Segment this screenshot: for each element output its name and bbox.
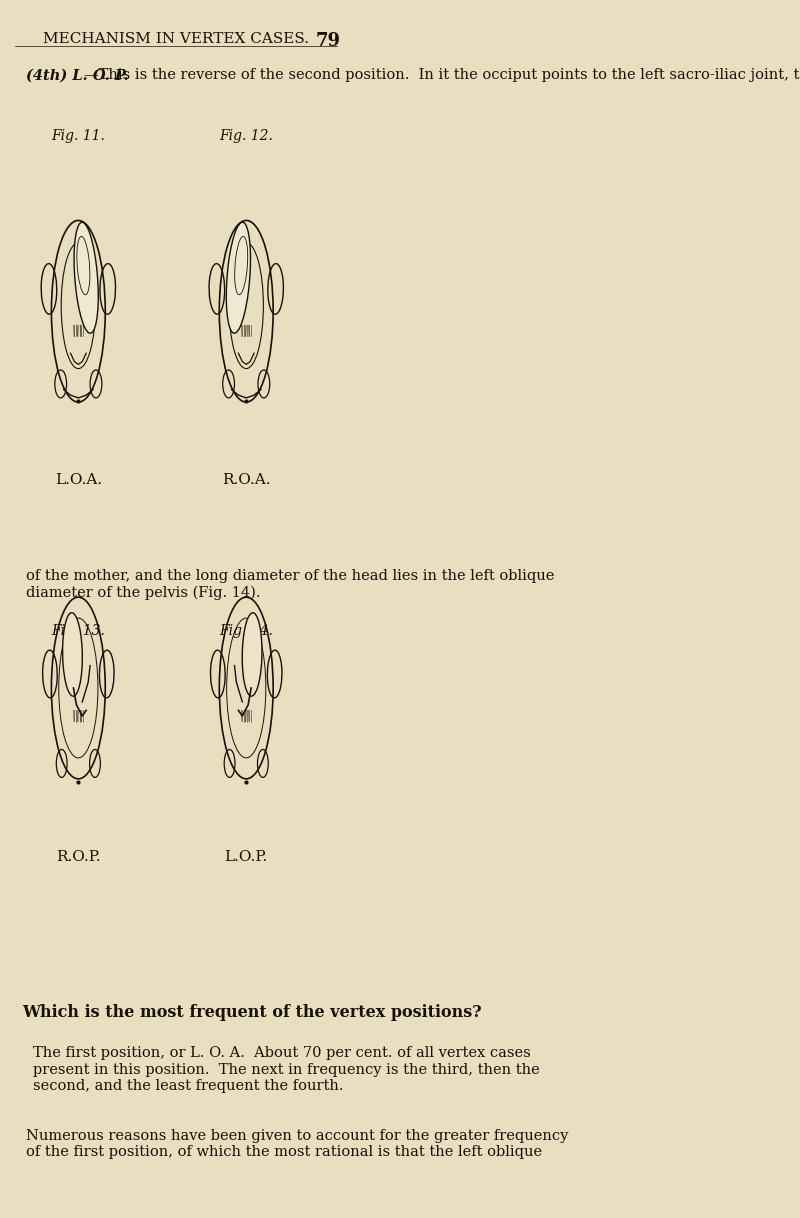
Text: L.O.A.: L.O.A. [54,474,102,487]
Text: Fig. 11.: Fig. 11. [51,129,106,143]
Text: Fig. 13.: Fig. 13. [51,624,106,637]
Text: (4th) L. O. P.: (4th) L. O. P. [26,68,129,83]
Text: MECHANISM IN VERTEX CASES.: MECHANISM IN VERTEX CASES. [43,32,310,46]
Text: R.O.A.: R.O.A. [222,474,270,487]
Text: L.O.P.: L.O.P. [225,850,268,864]
Text: Which is the most frequent of the vertex positions?: Which is the most frequent of the vertex… [22,1004,482,1021]
Text: —This is the reverse of the second position.  In it the occiput points to the le: —This is the reverse of the second posit… [83,68,800,83]
Ellipse shape [74,222,98,334]
Text: Fig. 14.: Fig. 14. [219,624,273,637]
Text: of the mother, and the long diameter of the head lies in the left oblique
diamet: of the mother, and the long diameter of … [26,569,554,599]
Text: Fig. 12.: Fig. 12. [219,129,273,143]
Ellipse shape [226,222,250,334]
Text: Numerous reasons have been given to account for the greater frequency
of the fir: Numerous reasons have been given to acco… [26,1129,568,1160]
Ellipse shape [242,613,262,697]
Ellipse shape [62,613,82,697]
Text: The first position, or L. O. A.  About 70 per cent. of all vertex cases
present : The first position, or L. O. A. About 70… [33,1046,540,1093]
Text: R.O.P.: R.O.P. [56,850,101,864]
Text: 79: 79 [316,32,341,50]
